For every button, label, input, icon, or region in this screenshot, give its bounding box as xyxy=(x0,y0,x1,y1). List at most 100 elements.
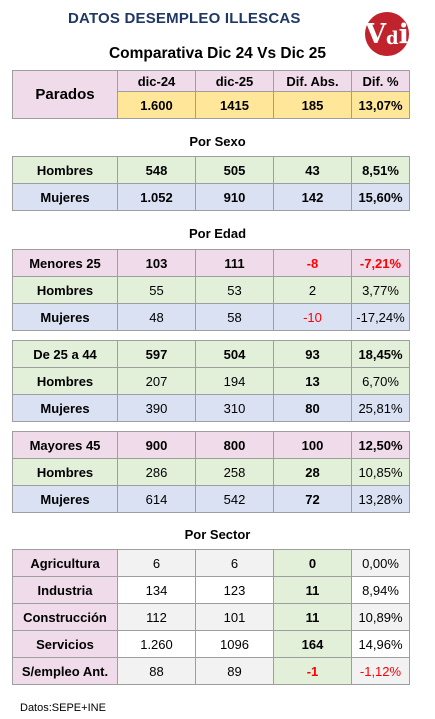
cell-dic25: 58 xyxy=(195,303,274,331)
table-row: De 25 a 44 597 504 93 18,45% xyxy=(12,340,410,368)
row-label: Agricultura xyxy=(12,549,118,577)
logo-letter-d: d xyxy=(386,27,399,49)
cell-dic24: 55 xyxy=(117,276,196,304)
cell-abs: 43 xyxy=(273,156,352,184)
table-row: Hombres 207 194 13 6,70% xyxy=(12,367,410,395)
comparison-subtitle: Comparativa Dic 24 Vs Dic 25 xyxy=(108,45,327,62)
cell-dic25: 6 xyxy=(195,549,274,577)
summary-header-row: Parados dic-24 dic-25 Dif. Abs. Dif. % xyxy=(12,70,410,119)
summary-value-row: 1.600 1415 185 13,07% xyxy=(13,91,410,119)
cell-dic25: 505 xyxy=(195,156,274,184)
cell-dic24: 88 xyxy=(117,657,196,685)
page-title: DATOS DESEMPLEO ILLESCAS xyxy=(68,10,301,27)
cell-pct: 8,94% xyxy=(351,576,410,604)
table-row: S/empleo Ant. 88 89 -1 -1,12% xyxy=(12,657,410,685)
cell-dic25: 910 xyxy=(195,183,274,211)
cell-pct: 15,60% xyxy=(351,183,410,211)
table-row: Mujeres 48 58 -10 -17,24% xyxy=(12,303,410,331)
row-label: De 25 a 44 xyxy=(12,340,118,368)
row-label: Hombres xyxy=(12,458,118,486)
row-label: Mujeres xyxy=(12,183,118,211)
summary-value-abs: 185 xyxy=(273,91,352,119)
cell-abs: 72 xyxy=(273,485,352,513)
row-label: Industria xyxy=(12,576,118,604)
cell-pct: -1,12% xyxy=(351,657,410,685)
table-row: Mujeres 390 310 80 25,81% xyxy=(12,394,410,422)
cell-dic25: 53 xyxy=(195,276,274,304)
summary-value-dic24: 1.600 xyxy=(117,91,196,119)
section-heading-sexo: Por Sexo xyxy=(189,134,246,149)
table-row: Hombres 548 505 43 8,51% xyxy=(12,156,410,184)
cell-dic25: 800 xyxy=(195,431,274,459)
cell-dic24: 112 xyxy=(117,603,196,631)
table-row: Hombres 55 53 2 3,77% xyxy=(12,276,410,304)
cell-dic25: 194 xyxy=(195,367,274,395)
table-row: Industria 134 123 11 8,94% xyxy=(12,576,410,604)
row-label: Mayores 45 xyxy=(12,431,118,459)
summary-header-abs: Dif. Abs. xyxy=(273,70,352,92)
row-label: S/empleo Ant. xyxy=(12,657,118,685)
cell-abs: 0 xyxy=(273,549,352,577)
row-label: Hombres xyxy=(12,156,118,184)
row-label: Hombres xyxy=(12,367,118,395)
summary-header-pct: Dif. % xyxy=(351,70,410,92)
row-label: Hombres xyxy=(12,276,118,304)
sector-table: Agricultura 6 6 0 0,00% Industria 134 12… xyxy=(12,549,410,685)
row-label: Servicios xyxy=(12,630,118,658)
cell-dic25: 89 xyxy=(195,657,274,685)
cell-dic24: 6 xyxy=(117,549,196,577)
logo-letter-v: V xyxy=(365,18,387,50)
cell-abs: 80 xyxy=(273,394,352,422)
table-row: Mujeres 1.052 910 142 15,60% xyxy=(12,183,410,211)
cell-abs: -1 xyxy=(273,657,352,685)
summary-value-dic25: 1415 xyxy=(195,91,274,119)
cell-abs: 13 xyxy=(273,367,352,395)
cell-pct: 3,77% xyxy=(351,276,410,304)
cell-dic25: 101 xyxy=(195,603,274,631)
cell-dic25: 123 xyxy=(195,576,274,604)
cell-pct: 25,81% xyxy=(351,394,410,422)
cell-pct: -17,24% xyxy=(351,303,410,331)
edad-menores-table: Menores 25 103 111 -8 -7,21% Hombres 55 … xyxy=(12,249,410,331)
edad-mayores-table: Mayores 45 900 800 100 12,50% Hombres 28… xyxy=(12,431,410,513)
cell-dic25: 1096 xyxy=(195,630,274,658)
row-label: Mujeres xyxy=(12,303,118,331)
cell-abs: 142 xyxy=(273,183,352,211)
cell-pct: 6,70% xyxy=(351,367,410,395)
cell-abs: 100 xyxy=(273,431,352,459)
cell-dic24: 390 xyxy=(117,394,196,422)
sexo-table: Hombres 548 505 43 8,51% Mujeres 1.052 9… xyxy=(12,156,410,211)
table-row: Agricultura 6 6 0 0,00% xyxy=(12,549,410,577)
cell-dic24: 207 xyxy=(117,367,196,395)
table-row: Servicios 1.260 1096 164 14,96% xyxy=(12,630,410,658)
cell-dic24: 548 xyxy=(117,156,196,184)
cell-dic24: 48 xyxy=(117,303,196,331)
cell-pct: 10,85% xyxy=(351,458,410,486)
cell-dic24: 286 xyxy=(117,458,196,486)
cell-pct: 14,96% xyxy=(351,630,410,658)
cell-dic24: 1.260 xyxy=(117,630,196,658)
summary-value-pct: 13,07% xyxy=(351,91,410,119)
cell-abs: 164 xyxy=(273,630,352,658)
row-label: Construcción xyxy=(12,603,118,631)
table-row: Menores 25 103 111 -8 -7,21% xyxy=(12,249,410,277)
section-heading-sector: Por Sector xyxy=(184,527,251,542)
cell-dic25: 111 xyxy=(195,249,274,277)
data-source-footer: Datos:SEPE+INE xyxy=(20,702,106,714)
table-row: Mayores 45 900 800 100 12,50% xyxy=(12,431,410,459)
cell-dic25: 542 xyxy=(195,485,274,513)
logo-letter-i: i xyxy=(398,18,409,50)
cell-dic24: 597 xyxy=(117,340,196,368)
cell-pct: 12,50% xyxy=(351,431,410,459)
cell-abs: 11 xyxy=(273,576,352,604)
parados-label: Parados xyxy=(12,70,118,119)
cell-pct: 18,45% xyxy=(351,340,410,368)
cell-dic24: 1.052 xyxy=(117,183,196,211)
row-label: Mujeres xyxy=(12,485,118,513)
cell-dic25: 504 xyxy=(195,340,274,368)
cell-pct: 8,51% xyxy=(351,156,410,184)
cell-abs: -8 xyxy=(273,249,352,277)
cell-dic25: 310 xyxy=(195,394,274,422)
cell-abs: 2 xyxy=(273,276,352,304)
